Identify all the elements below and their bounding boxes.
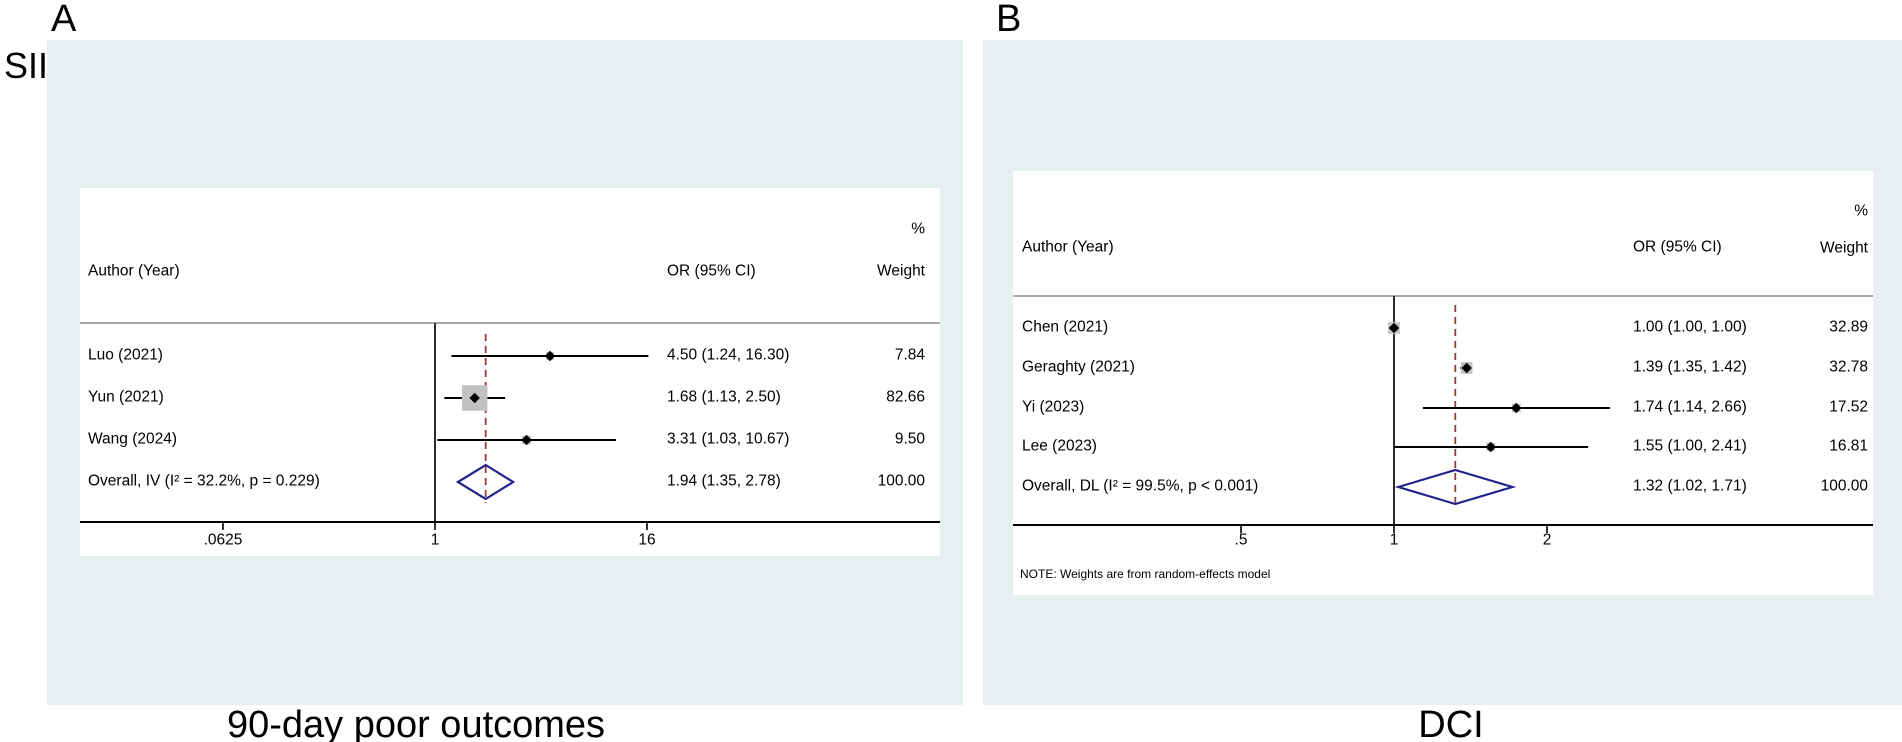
panel-a-header-author: Author (Year) (88, 262, 180, 280)
study-author-label: Yi (2023) (1022, 398, 1085, 416)
panel-b-header-weight: Weight (1820, 239, 1868, 257)
point-marker (521, 434, 532, 446)
axis-tick-label: .5 (1234, 531, 1248, 549)
overall-label: Overall, DL (I² = 99.5%, p < 0.001) (1022, 477, 1259, 495)
panel-a-header-pct: % (911, 220, 925, 238)
panel-a-letter: A (51, 0, 77, 40)
study-author-label: Wang (2024) (88, 430, 178, 448)
study-or-value: 3.31 (1.03, 10.67) (667, 430, 790, 448)
panel-b-letter: B (996, 0, 1022, 40)
study-author-label: Lee (2023) (1022, 437, 1097, 455)
point-marker (1485, 441, 1496, 453)
study-or-value: 4.50 (1.24, 16.30) (667, 346, 790, 364)
panel-a-header-weight: Weight (877, 262, 925, 280)
study-author-label: Geraghty (2021) (1022, 358, 1135, 376)
row-group-label-sii: SII (4, 45, 49, 86)
point-marker (469, 392, 480, 404)
panel-a-header-or: OR (95% CI) (667, 262, 756, 280)
point-marker (1388, 322, 1400, 334)
study-or-value: 1.68 (1.13, 2.50) (667, 388, 781, 406)
study-or-value: 1.39 (1.35, 1.42) (1633, 358, 1747, 376)
study-weight-value: 32.89 (1829, 318, 1868, 336)
overall-weight-value: 100.00 (877, 472, 925, 490)
study-or-value: 1.74 (1.14, 2.66) (1633, 398, 1747, 416)
overall-or-value: 1.32 (1.02, 1.71) (1633, 477, 1747, 495)
study-weight-value: 16.81 (1829, 437, 1868, 455)
study-weight-value: 7.84 (894, 346, 925, 364)
overall-label: Overall, IV (I² = 32.2%, p = 0.229) (88, 472, 320, 490)
point-marker (1511, 402, 1522, 414)
axis-tick-label: 1 (1389, 531, 1399, 549)
overall-diamond (455, 463, 516, 501)
overall-diamond (1394, 468, 1517, 506)
study-author-label: Luo (2021) (88, 346, 163, 364)
panel-b-header-author: Author (Year) (1022, 238, 1114, 256)
panel-a-caption: 90-day poor outcomes (226, 704, 606, 742)
study-author-label: Yun (2021) (88, 388, 164, 406)
panel-b-weights-note: NOTE: Weights are from random-effects mo… (1020, 566, 1271, 581)
overall-weight-value: 100.00 (1820, 477, 1868, 495)
axis-tick-label: 16 (638, 531, 656, 549)
panel-b-header-pct: % (1854, 202, 1868, 220)
study-or-value: 1.55 (1.00, 2.41) (1633, 437, 1747, 455)
panel-b-header-or: OR (95% CI) (1633, 238, 1722, 256)
panel-a-graph-region (80, 188, 940, 556)
panel-b-caption: DCI (1418, 704, 1484, 742)
study-weight-value: 17.52 (1829, 398, 1868, 416)
study-or-value: 1.00 (1.00, 1.00) (1633, 318, 1747, 336)
study-author-label: Chen (2021) (1022, 318, 1109, 336)
study-weight-value: 82.66 (886, 388, 925, 406)
study-weight-value: 9.50 (894, 430, 925, 448)
point-marker (1461, 362, 1472, 374)
axis-tick-label: .0625 (203, 531, 243, 549)
axis-tick-label: 1 (430, 531, 440, 549)
point-marker (544, 350, 556, 362)
overall-or-value: 1.94 (1.35, 2.78) (667, 472, 781, 490)
axis-tick-label: 2 (1542, 531, 1552, 549)
study-weight-value: 32.78 (1829, 358, 1868, 376)
